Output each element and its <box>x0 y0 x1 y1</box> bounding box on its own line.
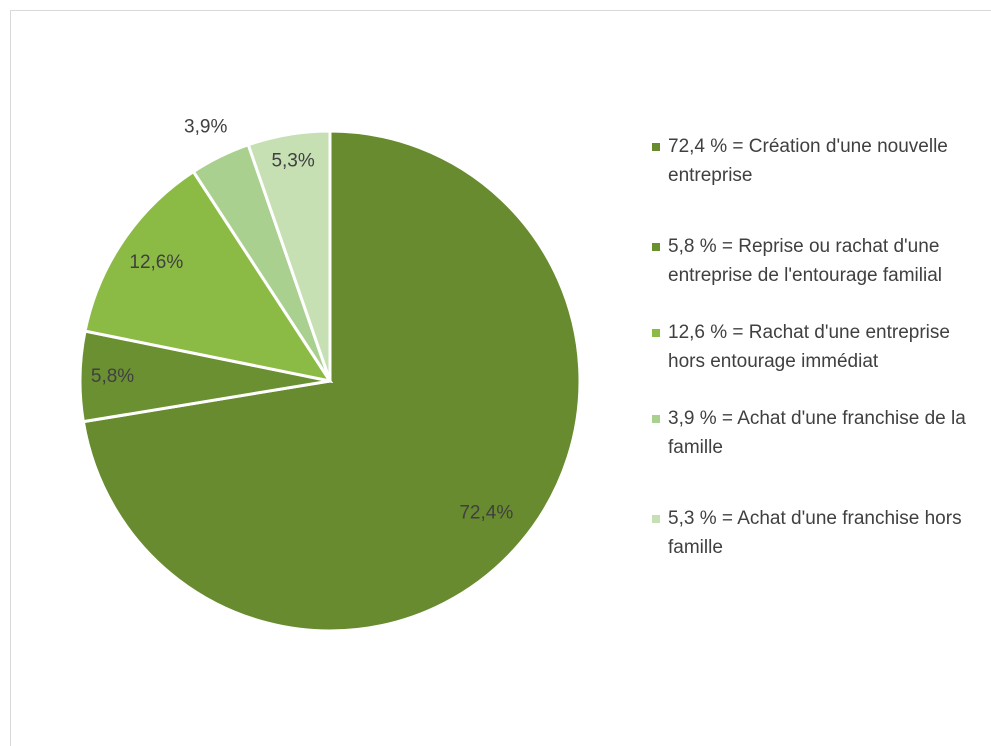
legend-label: 12,6 % = Rachat d'une entreprise hors en… <box>668 322 950 372</box>
data-label: 12,6% <box>129 252 183 273</box>
pie-slice <box>83 169 334 384</box>
legend-item: 3,9 % = Achat d'une franchise de la fami… <box>652 404 982 462</box>
legend-swatch <box>652 415 660 423</box>
legend-label: 5,3 % = Achat d'une franchise hors famil… <box>668 508 962 558</box>
legend-label: 5,8 % = Reprise ou rachat d'une entrepri… <box>668 236 943 286</box>
data-label: 5,3% <box>271 151 314 172</box>
legend-swatch <box>652 515 660 523</box>
data-label: 72,4% <box>459 503 513 524</box>
chart-frame <box>10 10 991 746</box>
legend-item: 72,4 % = Création d'une nouvelle entrepr… <box>652 132 982 190</box>
legend-label: 72,4 % = Création d'une nouvelle entrepr… <box>668 136 948 186</box>
legend-item: 5,8 % = Reprise ou rachat d'une entrepri… <box>652 232 982 290</box>
legend-swatch <box>652 143 660 151</box>
data-label: 3,9% <box>184 116 227 137</box>
legend-swatch <box>652 243 660 251</box>
legend-label: 3,9 % = Achat d'une franchise de la fami… <box>668 408 966 458</box>
legend-item: 5,3 % = Achat d'une franchise hors famil… <box>652 504 982 562</box>
legend: 72,4 % = Création d'une nouvelle entrepr… <box>652 132 982 562</box>
data-label: 5,8% <box>91 366 134 387</box>
pie-slice <box>246 129 332 382</box>
legend-item: 12,6 % = Rachat d'une entreprise hors en… <box>652 318 982 376</box>
legend-swatch <box>652 329 660 337</box>
